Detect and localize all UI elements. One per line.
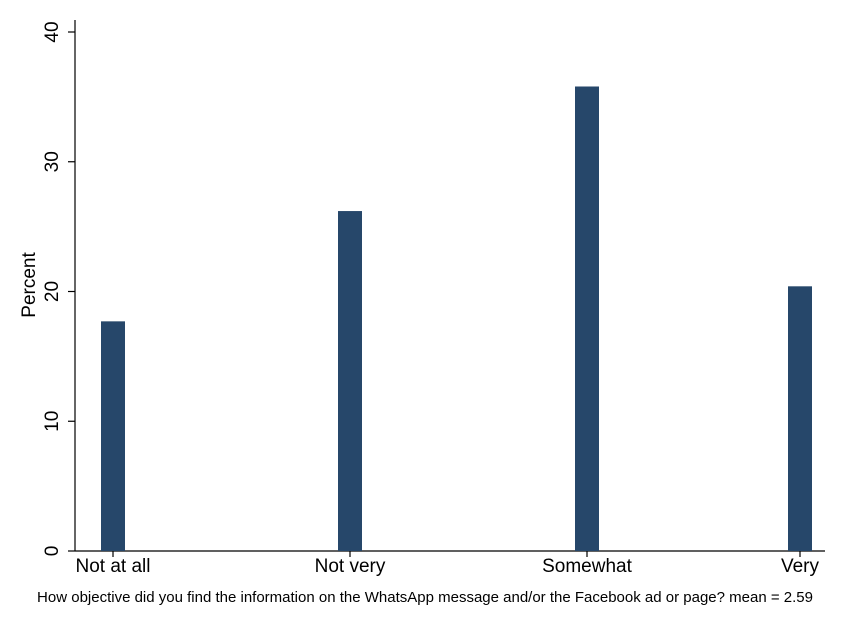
bar (338, 211, 362, 551)
x-tick-label: Somewhat (542, 556, 632, 577)
x-tick-label: Not at all (76, 556, 151, 577)
y-axis-title: Percent (19, 252, 40, 318)
x-tick-label: Very (781, 556, 820, 577)
bar (575, 86, 599, 552)
x-tick-label: Not very (315, 556, 386, 577)
x-axis-title: How objective did you find the informati… (37, 589, 813, 606)
bar (101, 321, 125, 551)
y-tick-label: 20 (42, 281, 63, 302)
x-axis: Not at all Not very Somewhat Very (75, 550, 825, 577)
y-tick-label: 30 (42, 151, 63, 172)
bar (788, 286, 812, 551)
y-tick-label: 10 (42, 411, 63, 432)
y-axis: 0 10 20 30 40 (42, 20, 76, 557)
y-tick-label: 40 (42, 21, 63, 42)
y-tick-label: 0 (42, 546, 63, 557)
bars (101, 86, 812, 552)
